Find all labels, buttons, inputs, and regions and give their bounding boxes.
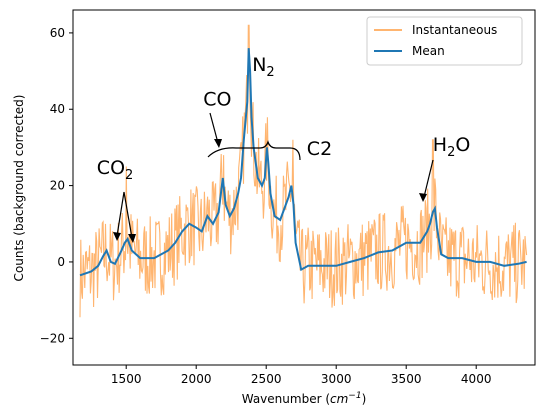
co2-arrow-left [116, 191, 125, 237]
series-mean-line [79, 48, 527, 277]
co-arrow [209, 112, 219, 144]
y-tick-label: 0 [57, 255, 65, 269]
annotation-arrowheads [113, 139, 427, 243]
annotation-label: CO [203, 88, 231, 110]
y-axis-label: Counts (background corrected) [12, 95, 26, 282]
plot-area [79, 24, 528, 318]
legend: Instantaneous Mean [366, 16, 523, 66]
y-tick-label: 60 [50, 26, 65, 40]
x-tick-label: 1500 [111, 372, 142, 386]
x-tick-label: 2000 [181, 372, 212, 386]
peak-annotations: CO2 CO N2 C2 H2O [97, 54, 471, 183]
co2-arrow-right [123, 191, 133, 239]
y-axis-ticks: −20 0 20 40 60 [40, 26, 73, 345]
annotation-arrows [116, 112, 434, 239]
x-tick-label: 3500 [391, 372, 422, 386]
h2o-arrow [423, 159, 434, 198]
x-tick-label: 2500 [251, 372, 282, 386]
x-axis-label: Wavenumber (cm−1) [242, 391, 367, 406]
axes-frame [72, 9, 536, 366]
x-tick-label: 3000 [321, 372, 352, 386]
y-tick-label: 20 [50, 179, 65, 193]
annotation-label: C2 [307, 138, 332, 160]
x-axis-ticks: 1500 2000 2500 3000 3500 4000 [111, 365, 492, 386]
series-instantaneous-line [79, 24, 528, 318]
annotation-label: H2O [433, 134, 471, 160]
legend-label-mean: Mean [412, 44, 445, 58]
y-tick-label: 40 [50, 102, 65, 116]
y-tick-label: −20 [40, 331, 65, 345]
legend-label-instantaneous: Instantaneous [412, 23, 497, 37]
legend-box [366, 16, 523, 66]
x-tick-label: 4000 [461, 372, 492, 386]
c2-bracket [207, 140, 301, 161]
annotation-label: CO2 [97, 157, 134, 183]
annotation-label: N2 [252, 54, 275, 80]
